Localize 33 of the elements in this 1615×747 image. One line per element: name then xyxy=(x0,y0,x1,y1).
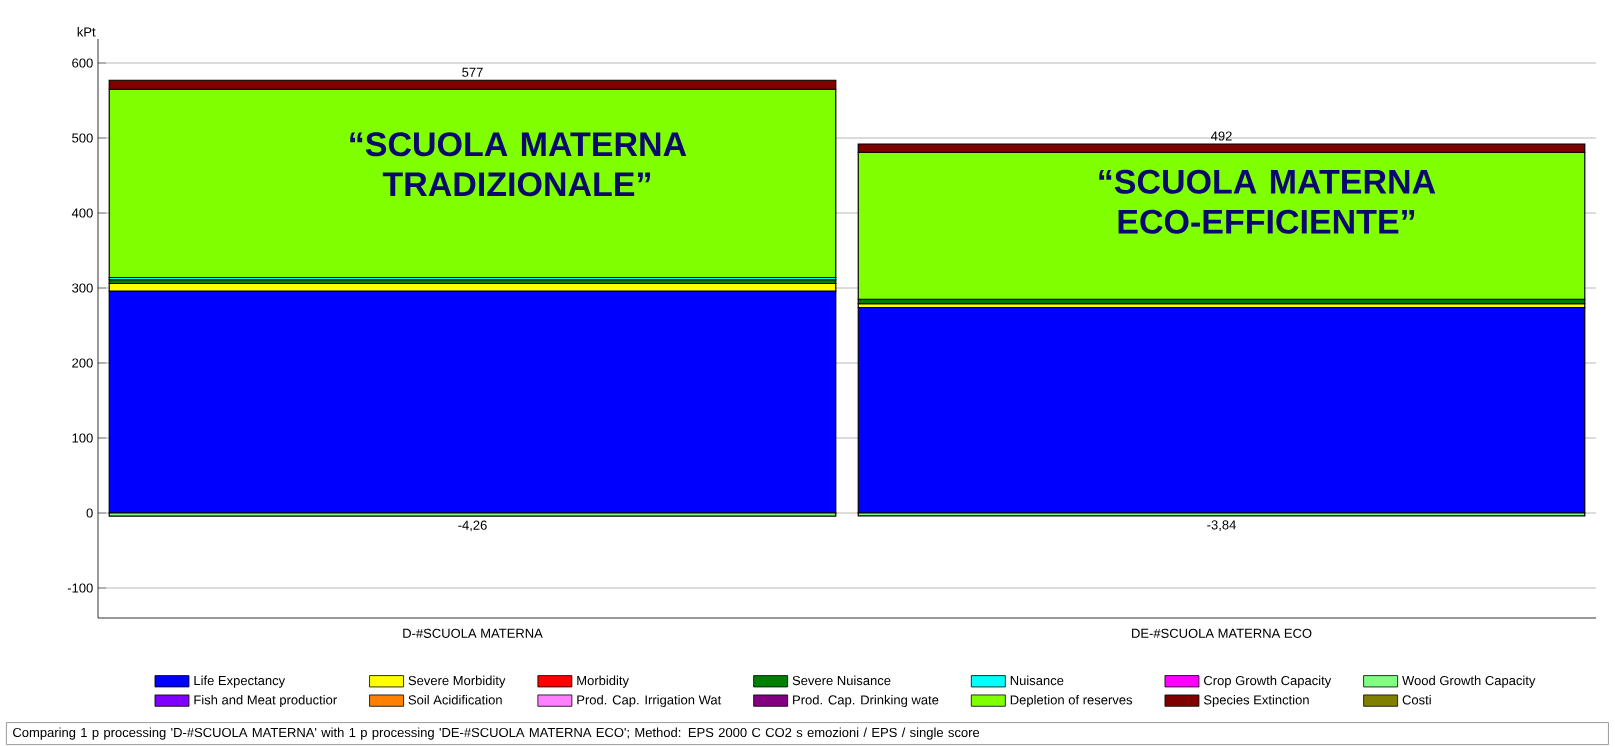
y-tick-label: 0 xyxy=(86,508,93,518)
y-tick-label: 400 xyxy=(71,208,93,218)
data-label: -3,84 xyxy=(1207,520,1236,532)
legend-label: Severe Morbidity xyxy=(408,675,506,688)
text: Comparing 1 p processing 'D-#SCUOLA MATERNA' with 1 p processing 'DE-#SCUOLA MATERNA ECO'; Method: EPS 2000 C CO2 s emozioni / EPS / single score xyxy=(13,727,980,740)
legend-label: Depletion of reserves xyxy=(1010,694,1133,708)
legend-label: Soil Acidification xyxy=(408,694,502,705)
legend-label: Costi xyxy=(1402,694,1431,705)
y-axis-title: kPt xyxy=(77,27,96,37)
y-tick-label: 600 xyxy=(72,58,93,68)
legend-label: Life Expectancy xyxy=(194,675,286,688)
total-label: 492 xyxy=(1210,131,1232,141)
legend-label: Morbidity xyxy=(577,675,629,688)
legend-label: Prod. Cap. Irrigation Wat xyxy=(577,694,722,708)
y-tick-label: 500 xyxy=(72,133,93,143)
total-label: 577 xyxy=(462,67,483,77)
x-tick-label: DE-#SCUOLA MATERNA ECO xyxy=(1132,628,1312,638)
legend-label: Species Extinction xyxy=(1203,694,1309,708)
legend-label: Wood Growth Capacity xyxy=(1402,675,1536,688)
annotation: “SCUOLA MATERNA ECO-EFFICIENTE” xyxy=(1099,169,1436,234)
legend-label: Prod. Cap. Drinking wate xyxy=(793,694,939,708)
legend-label: Crop Growth Capacity xyxy=(1204,675,1332,688)
annotation: “SCUOLA MATERNA TRADIZIONALE” xyxy=(350,132,687,197)
bar xyxy=(857,306,1586,514)
y-tick-label: 300 xyxy=(72,283,93,293)
x-tick-label: D-#SCUOLA MATERNA xyxy=(403,628,543,638)
legend-label: Nuisance xyxy=(1010,675,1064,686)
y-tick-label: 200 xyxy=(72,358,93,368)
data-label: -4,26 xyxy=(458,520,487,532)
legend-label: Fish and Meat productior xyxy=(194,694,337,708)
legend-label: Severe Nuisance xyxy=(792,675,891,686)
y-tick-label: -100 xyxy=(67,583,93,593)
y-tick-label: 100 xyxy=(72,433,93,443)
